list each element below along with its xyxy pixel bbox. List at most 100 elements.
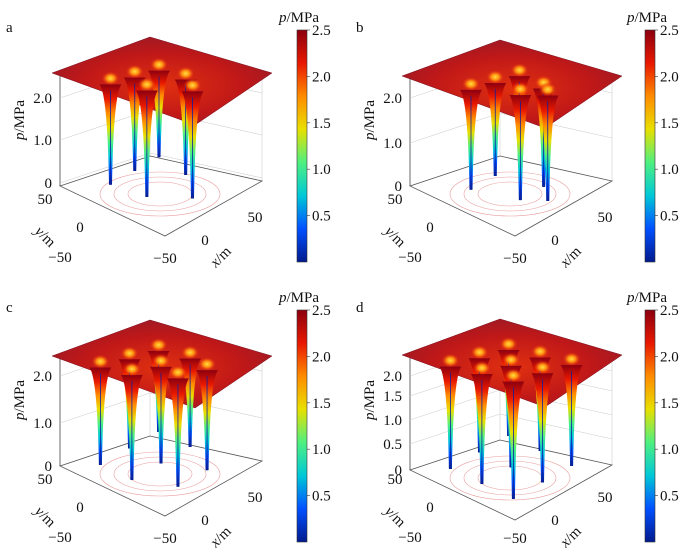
- y-tick-label: 0: [426, 220, 434, 236]
- z-tick-label: 1.5: [383, 389, 402, 405]
- svg-text:y/m: y/m: [380, 222, 409, 251]
- y-axis-title: y/m: [380, 222, 409, 251]
- x-tick-label: 50: [598, 210, 613, 226]
- hot-spot: [531, 344, 550, 359]
- colorbar-title: p/MPa: [278, 290, 319, 306]
- colorbar-tick-label: 2.5: [312, 303, 331, 319]
- hot-spot: [511, 82, 530, 97]
- floor-contours: [99, 171, 221, 217]
- hot-spot: [137, 77, 156, 92]
- colorbar-tick-label: 0.5: [660, 489, 679, 505]
- well-spikes: [439, 350, 583, 499]
- y-tick-label: 0: [76, 220, 84, 236]
- hot-spot: [533, 360, 552, 375]
- y-tick-label: 50: [38, 192, 53, 208]
- colorbar-title: p/MPa: [626, 290, 667, 306]
- hot-spot: [562, 352, 581, 366]
- x-tick-label: 0: [551, 233, 559, 249]
- well-spike: [196, 370, 219, 471]
- well-spikes: [99, 70, 204, 199]
- well-spikes: [460, 76, 559, 201]
- svg-text:p/MPa: p/MPa: [626, 290, 667, 306]
- floor-plane: [58, 435, 264, 517]
- hot-spot: [101, 71, 120, 86]
- hot-spot: [125, 64, 144, 79]
- z-tick-label: 1.0: [383, 136, 402, 152]
- svg-text:p/MPa: p/MPa: [278, 10, 319, 26]
- colorbar-tick-label: 1.0: [312, 162, 331, 178]
- svg-text:p/MPa: p/MPa: [12, 100, 28, 141]
- hot-spot: [462, 76, 480, 91]
- hot-spot: [504, 368, 523, 383]
- z-axis-title-var: p: [362, 412, 378, 421]
- colorbar-tick-label: 2.5: [660, 23, 679, 39]
- panel-b: b 2.0 1.0 0 p/MPa 50 0 −50 y/m −50 0 50 x/m 2.5 2.0 1.5…: [350, 0, 700, 280]
- z-axis-title-unit: /MPa: [12, 380, 28, 413]
- z-tick-label: 1.0: [383, 413, 402, 429]
- well-spike: [484, 83, 507, 176]
- panel-d: d 2.0 1.5 1.0 0.5 0 p/MPa 50 0 −50 y/m −50 0 50 x/m 2.5…: [350, 280, 700, 560]
- hot-spot: [510, 63, 529, 78]
- y-tick-label: 0: [76, 500, 84, 516]
- hot-spot: [91, 354, 110, 369]
- panel-a: a 2.0 1.0 0 p/MPa 50 0 −50 y/m −50 0 50 x/m 2.5 2.0 1.5…: [0, 0, 350, 280]
- floor-contours: [449, 171, 571, 217]
- y-tick-label: 0: [426, 500, 434, 516]
- x-axis-title: x/m: [207, 243, 235, 271]
- well-spike: [502, 381, 525, 499]
- colorbar-title-var: p: [278, 10, 287, 26]
- colorbar-tick-label: 0.5: [312, 209, 331, 225]
- hot-spot: [181, 345, 200, 360]
- colorbar: [296, 29, 308, 263]
- colorbar-title-var: p: [626, 10, 635, 26]
- z-tick-label: 2.0: [383, 91, 402, 107]
- svg-text:x/m: x/m: [207, 523, 235, 551]
- well-spike: [135, 90, 158, 197]
- z-axis-title-unit: /MPa: [362, 380, 378, 413]
- z-tick-label: 0: [395, 179, 403, 195]
- well-spike: [560, 365, 583, 466]
- y-tick-label: 50: [388, 192, 403, 208]
- y-tick-label: 50: [38, 472, 53, 488]
- x-tick-label: −50: [153, 251, 176, 267]
- hot-spot: [168, 365, 187, 380]
- well-spike: [150, 366, 172, 464]
- y-axis-title: y/m: [30, 502, 59, 531]
- hot-spot: [176, 66, 195, 81]
- colorbar-tick-label: 2.0: [312, 349, 331, 365]
- colorbar-tick-label: 1.0: [312, 442, 331, 458]
- well-spike: [509, 95, 532, 201]
- y-tick-label: −50: [398, 250, 421, 266]
- z-tick-label: 1.0: [33, 416, 52, 432]
- y-axis-title: y/m: [380, 502, 409, 531]
- svg-text:p/MPa: p/MPa: [278, 290, 319, 306]
- well-spike: [148, 70, 170, 158]
- svg-text:p/MPa: p/MPa: [626, 10, 667, 26]
- x-tick-label: 50: [248, 490, 263, 506]
- hot-spot: [122, 362, 141, 376]
- well-spike: [179, 358, 202, 447]
- hot-spot: [441, 353, 460, 368]
- hot-spot: [486, 70, 505, 84]
- x-tick-label: 50: [248, 210, 263, 226]
- panel-label: b: [356, 20, 364, 36]
- hot-spot: [120, 346, 139, 361]
- svg-text:x/m: x/m: [207, 243, 235, 271]
- y-tick-label: −50: [48, 530, 71, 546]
- panel-label: a: [6, 20, 13, 36]
- z-tick-label: 2.0: [33, 369, 52, 385]
- z-axis-title-var: p: [12, 132, 28, 141]
- colorbar: [644, 29, 656, 263]
- surface-plot-a: a2.01.00p/MPa500−50y/m−50050x/m2.52.01.5…: [6, 10, 331, 272]
- well-spike: [460, 89, 482, 190]
- svg-text:y/m: y/m: [30, 502, 59, 531]
- colorbar: [644, 309, 656, 543]
- floor-plane: [58, 155, 264, 237]
- colorbar-tick-label: 1.0: [660, 162, 679, 178]
- hot-spot: [152, 353, 170, 368]
- well-spike: [439, 366, 462, 469]
- x-tick-label: 0: [201, 513, 209, 529]
- hot-spot: [470, 345, 489, 360]
- z-axis-title-unit: /MPa: [362, 100, 378, 133]
- panel-label: c: [6, 300, 13, 316]
